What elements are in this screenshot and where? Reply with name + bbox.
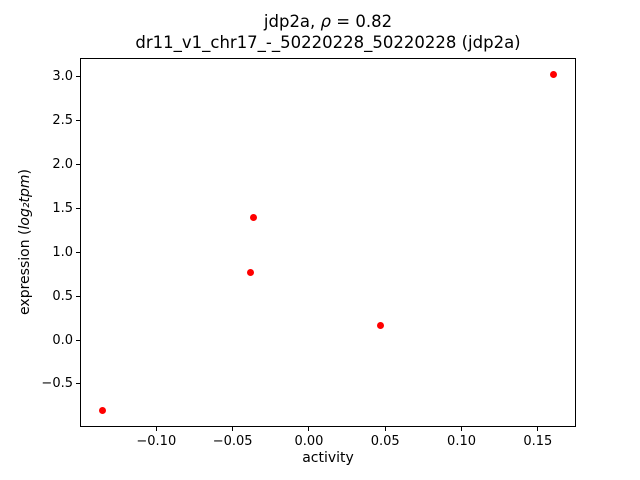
x-tick-label: 0.10 (447, 434, 476, 449)
x-tick-label: −0.10 (136, 434, 177, 449)
data-point (247, 268, 255, 276)
y-tick-label: 0.5 (52, 288, 73, 304)
title-line-2: dr11_v1_chr17_-_50220228_50220228 (jdp2a… (135, 33, 521, 52)
y-tick-mark (76, 119, 80, 121)
y-tick-mark (76, 163, 80, 165)
x-tick-mark (155, 427, 157, 431)
y-tick-label: −0.5 (41, 376, 73, 392)
y-tick-mark (76, 295, 80, 297)
data-point (377, 322, 385, 330)
y-tick-mark (76, 251, 80, 253)
x-tick-label: 0.15 (523, 434, 553, 449)
y-axis-label: expression (log₂tpm) (17, 152, 33, 332)
x-tick-label: 0.00 (294, 434, 324, 449)
chart-title: jdp2a, ρ = 0.82 dr11_v1_chr17_-_50220228… (80, 11, 576, 53)
x-axis-label: activity (302, 450, 354, 466)
title-gene: jdp2a, (263, 12, 321, 31)
y-tick-label: 3.0 (52, 68, 73, 84)
y-tick-mark (76, 339, 80, 341)
data-point (250, 213, 258, 221)
plot-area (80, 58, 576, 427)
data-point (99, 406, 107, 414)
y-tick-label: 2.0 (52, 156, 73, 172)
y-tick-label: 1.5 (52, 200, 73, 216)
y-tick-label: 0.0 (52, 332, 73, 348)
data-point (549, 71, 557, 79)
x-tick-label: −0.05 (212, 434, 253, 449)
y-tick-mark (76, 207, 80, 209)
x-tick-mark (308, 427, 310, 431)
title-rho-value: = 0.82 (331, 12, 393, 31)
x-tick-mark (232, 427, 234, 431)
x-tick-mark (537, 427, 539, 431)
rho-symbol: ρ (320, 12, 332, 31)
y-tick-label: 1.0 (52, 244, 73, 260)
title-line-1: jdp2a, ρ = 0.82 (80, 11, 576, 32)
x-tick-mark (461, 427, 463, 431)
x-tick-mark (384, 427, 386, 431)
y-tick-mark (76, 75, 80, 77)
x-tick-label: 0.05 (370, 434, 400, 449)
y-tick-mark (76, 383, 80, 385)
y-tick-label: 2.5 (52, 112, 73, 128)
